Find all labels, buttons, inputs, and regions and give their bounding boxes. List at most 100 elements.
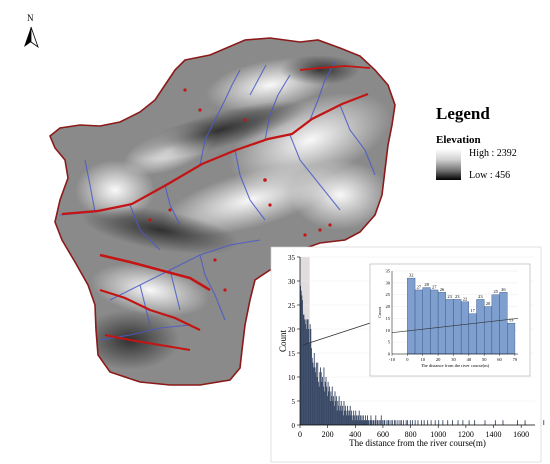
histogram-bar [366,420,368,425]
histogram-bar [317,381,319,425]
histogram-bar [319,372,321,425]
histogram-bar [301,295,303,425]
inset-bar [499,292,508,355]
legend-high: High : 2392 [469,148,517,159]
histogram-bar [517,420,518,425]
histogram-bar [310,329,312,425]
legend-low: Low : 456 [469,170,511,181]
histogram-bar [438,420,440,425]
inset-bar-label: 26 [440,287,445,292]
histogram-bar [349,405,351,425]
inset-y-tick-label: 15 [386,316,391,321]
histogram-bar [409,420,411,425]
histogram-bar [347,405,348,425]
histogram-bar [342,415,344,425]
inset-y-tick-label: 25 [386,292,391,297]
x-tick-label: 1000 [430,430,446,439]
histogram-bar [353,410,355,425]
histogram-bar [434,420,436,425]
inset-x-axis-label: The distance from the river course(m) [421,363,490,368]
histogram-bar [342,405,344,425]
histogram-bar [339,410,341,425]
histogram-bar [302,314,304,425]
histogram-bar [353,415,355,425]
histogram-bar [358,415,359,425]
histogram-bar [411,420,413,425]
inset-bar-label: 27 [417,284,422,289]
y-tick-label: 0 [292,422,296,430]
histogram-bar [386,420,388,425]
inset-y-axis-label: Count [377,306,382,318]
histogram-bar [311,357,313,425]
histogram-bar [380,415,382,425]
y-tick-label: 15 [288,350,296,358]
legend-title: Legend [436,104,490,123]
histogram-bar [484,420,486,425]
histogram-bar [328,391,330,425]
histogram-bar [315,362,317,425]
histogram-bar [306,319,308,425]
histogram-bar [324,381,326,425]
y-tick-label: 30 [288,278,296,286]
histogram-bar [367,415,368,425]
histogram-bar [378,420,380,425]
histogram-bar [543,420,545,425]
histogram-bar [358,410,360,425]
histogram-bar [423,420,425,425]
histogram-bar [364,420,366,425]
histogram-bar [344,405,346,425]
histogram-bar [370,415,372,425]
x-tick-label: 200 [322,430,334,439]
histogram-bar [375,415,377,425]
histogram-bar [335,401,337,425]
histogram-bar [384,420,386,425]
inset-bar [407,277,416,355]
y-tick-label: 20 [288,326,296,334]
histogram-bar [313,367,315,425]
x-axis-label: The distance from the river course(m) [349,438,486,448]
histogram-bar [494,420,496,425]
histogram-bar [397,420,399,425]
histogram-bar [346,415,348,425]
inset-x-tick-label: 50 [482,357,487,362]
histogram-bar [320,372,322,425]
inset-bar [437,292,446,355]
histogram-bar [351,410,353,425]
histogram-bar [430,420,432,425]
histogram-bar [311,348,312,425]
histogram-bar [368,420,370,425]
histogram-bar [300,290,302,425]
histogram-bar [390,420,392,425]
inset-bar [422,287,431,355]
inset-y-tick-label: 35 [386,269,391,274]
histogram-bar [351,420,353,425]
x-tick-label: 600 [377,430,389,439]
inset-y-tick-label: 20 [386,304,391,309]
histogram-bar [420,420,422,425]
histogram-bar [326,386,328,425]
inset-bar-label: 23 [478,294,483,299]
histogram-bar [374,420,376,425]
inset-trend-line [391,318,519,333]
inset-bar-label: 28 [424,282,429,287]
x-tick-label: 0 [298,430,302,439]
histogram-bar [341,410,343,425]
inset-y-tick-label: 5 [388,340,391,345]
histogram-bar [352,415,354,425]
inset-bar [476,299,485,355]
histogram-bar [399,420,401,425]
histogram-bar [304,319,306,425]
histogram-bar [321,381,323,425]
histogram-bar [387,420,389,425]
histogram-bar [355,415,357,425]
histogram-bar [329,386,330,425]
histogram-bar [313,353,315,425]
histogram-bar [360,415,362,425]
inset-x-tick-label: 10 [420,357,425,362]
histogram-bar [369,420,371,425]
inset-bar [430,289,439,355]
basin-dem [50,38,395,385]
histogram-bar [337,401,339,425]
